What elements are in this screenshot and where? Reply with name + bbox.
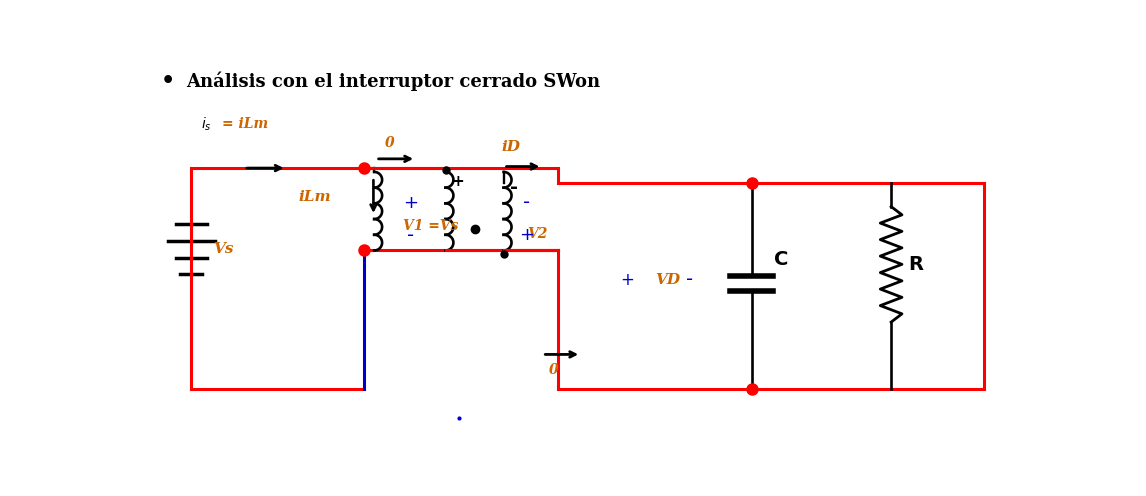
Text: Vs: Vs <box>213 242 234 256</box>
Text: = iLm: = iLm <box>222 117 268 131</box>
Text: iLm: iLm <box>299 189 331 203</box>
Text: Análisis con el interruptor cerrado SWon: Análisis con el interruptor cerrado SWon <box>186 71 601 91</box>
Text: -: - <box>407 226 414 245</box>
Text: C: C <box>774 250 788 269</box>
Text: $i_s$: $i_s$ <box>202 116 212 133</box>
Text: +: + <box>403 194 418 212</box>
Text: -: - <box>510 178 518 197</box>
Text: V1 =Vs: V1 =Vs <box>403 219 458 233</box>
Text: R: R <box>909 255 924 274</box>
Text: -: - <box>686 270 693 289</box>
Text: •: • <box>160 71 175 91</box>
Text: 0: 0 <box>385 136 394 150</box>
Text: +: + <box>452 175 464 189</box>
Text: V2: V2 <box>527 227 548 241</box>
Text: -: - <box>524 193 531 212</box>
Text: VD: VD <box>654 273 680 287</box>
Text: +: + <box>519 226 534 244</box>
Text: iD: iD <box>501 139 520 154</box>
Text: 0: 0 <box>549 363 559 377</box>
Text: +: + <box>621 271 635 289</box>
